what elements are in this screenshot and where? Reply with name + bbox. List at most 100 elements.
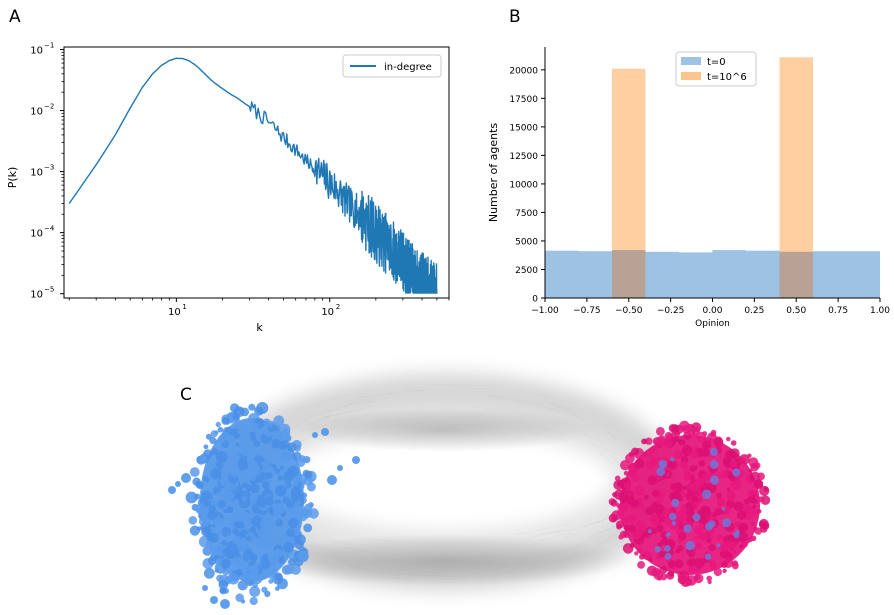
- panel-a-letter: A: [9, 7, 21, 27]
- c-edge-band-top: [295, 408, 595, 452]
- c-right-node-359: [656, 427, 665, 436]
- c-left-node-290: [287, 465, 299, 478]
- c-right-node-249: [726, 491, 736, 501]
- c-right-node-309: [738, 522, 749, 533]
- b-bar-overlap-7: [779, 251, 813, 298]
- c-right-node-282: [624, 515, 632, 523]
- c-left-node-378: [260, 559, 271, 569]
- b-y-tick-label-6: 15000: [509, 123, 538, 133]
- c-right-blue-node-3: [658, 459, 668, 469]
- c-edge-138: [308, 408, 332, 419]
- c-edge-51: [395, 573, 455, 578]
- c-right-node-33: [645, 437, 653, 445]
- c-left-node-335: [283, 564, 295, 575]
- c-right-blue-node-15: [664, 552, 672, 560]
- c-right-node-291: [636, 519, 647, 530]
- c-right-node-65: [682, 485, 688, 491]
- c-right-node-216: [750, 462, 759, 472]
- c-right-node-289: [743, 503, 753, 513]
- c-edge-64: [426, 383, 490, 387]
- c-edge-81: [582, 433, 603, 444]
- c-left-node-257: [279, 465, 285, 471]
- c-right-node-316: [739, 457, 746, 464]
- b-legend-label-t1: t=10^6: [707, 72, 747, 83]
- b-bar-s0-8: [813, 251, 847, 298]
- c-edge-55: [301, 424, 327, 432]
- c-left-node-409: [222, 569, 229, 576]
- c-left-node-388: [272, 502, 285, 515]
- c-right-node-370: [719, 542, 729, 552]
- c-left-node-305: [288, 558, 296, 567]
- c-right-node-277: [656, 524, 664, 533]
- c-right-node-406: [700, 505, 711, 516]
- c-edge-band-bottom: [255, 534, 635, 586]
- b-x-tick-label-0: −1.00: [531, 306, 559, 316]
- c-right-node-385: [702, 440, 712, 449]
- c-edge-73: [492, 406, 515, 410]
- c-right-node-110: [695, 542, 703, 550]
- c-left-node-363: [278, 557, 285, 564]
- c-left-node-393: [257, 494, 263, 499]
- c-right-node-395: [691, 496, 699, 504]
- c-edge-99: [407, 571, 452, 574]
- c-right-node-322: [662, 437, 673, 448]
- b-y-tick-label-4: 10000: [509, 180, 538, 190]
- c-edge-132: [315, 411, 352, 420]
- c-right-node-367: [699, 531, 709, 542]
- c-edge-44: [357, 392, 395, 398]
- c-edge-75: [609, 423, 619, 430]
- c-right-node-329: [738, 544, 744, 549]
- c-edge-123: [311, 551, 363, 566]
- c-left-node-229: [216, 574, 224, 582]
- c-right-node-174: [632, 529, 642, 540]
- c-right-node-412: [677, 531, 687, 541]
- b-x-tick-label-3: −0.25: [657, 306, 685, 316]
- panel-b-chart: −1.00 −0.75 −0.50 −0.25 0.00 0.25 0.50 0.75 1.00…: [487, 47, 890, 329]
- c-right-node-161: [688, 566, 696, 574]
- b-x-axis-label: Opinion: [695, 319, 730, 329]
- c-edge-34: [296, 393, 351, 410]
- c-right-node-2: [706, 575, 712, 582]
- c-right-node-393: [759, 485, 770, 496]
- c-left-node-354: [237, 459, 249, 471]
- c-left-node-375: [249, 586, 261, 597]
- c-right-node-297: [618, 534, 624, 540]
- c-cluster-left: [168, 402, 360, 609]
- c-edge-25: [287, 416, 311, 432]
- c-left-node-235: [235, 593, 244, 602]
- c-left-node-277: [221, 558, 231, 569]
- c-right-node-162: [729, 448, 740, 458]
- c-right-node-97: [726, 436, 731, 442]
- c-edge-14: [374, 571, 383, 575]
- c-right-node-192: [733, 501, 744, 512]
- c-edge-40: [336, 560, 363, 570]
- c-left-node-177: [199, 516, 210, 527]
- c-right-node-25: [732, 549, 737, 554]
- c-right-node-348: [691, 426, 700, 436]
- c-right-node-332: [648, 557, 653, 562]
- c-right-node-275: [716, 534, 723, 541]
- c-left-node-294: [222, 547, 232, 557]
- c-left-node-419: [249, 553, 258, 562]
- panel-a-chart: 10 1 10 210 −510 −410 −310 −210 −1 k P(k) in-deg…: [6, 42, 450, 334]
- c-right-node-334: [709, 561, 717, 570]
- b-bar-overlap-2: [612, 250, 646, 298]
- c-right-blue-node-23: [705, 553, 712, 560]
- b-y-tick-label-0: 0: [532, 295, 538, 305]
- c-edge-76: [486, 556, 501, 559]
- c-right-node-152: [677, 453, 682, 459]
- c-right-node-401: [692, 502, 698, 507]
- c-right-node-273: [667, 560, 676, 568]
- c-left-node-330: [210, 468, 222, 480]
- c-right-blue-node-1: [732, 468, 741, 477]
- b-legend-swatch-t0: [681, 57, 701, 65]
- c-right-node-380: [628, 451, 634, 457]
- c-left-node-343: [278, 434, 288, 443]
- c-left-node-313: [219, 476, 230, 487]
- c-left-node-334: [207, 510, 217, 521]
- c-left-node-331: [219, 587, 226, 594]
- c-right-node-248: [672, 482, 683, 494]
- c-right-blue-node-9: [709, 475, 720, 485]
- c-right-node-353: [757, 496, 765, 503]
